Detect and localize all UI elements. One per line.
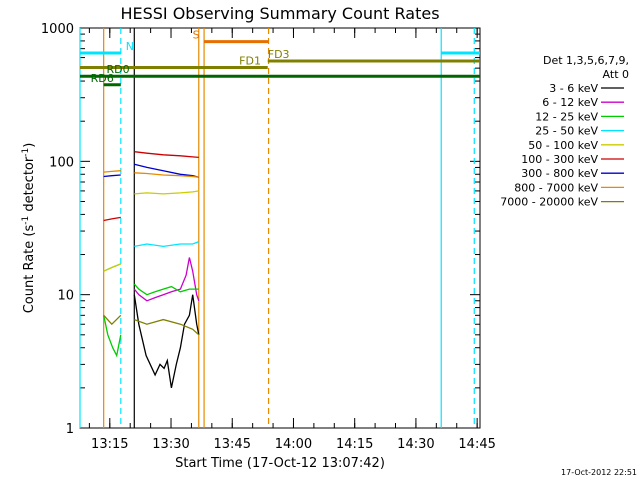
x-tick-label: 14:30	[397, 437, 434, 452]
legend-entry-label: 300 - 800 keV	[521, 167, 598, 180]
y-axis-label-sup2: -1	[21, 148, 31, 157]
series-line	[134, 318, 200, 336]
series-line	[133, 294, 200, 389]
series-line	[134, 240, 200, 248]
flag-bar-label: FD1	[239, 55, 261, 68]
flag-bar-label: RD6	[91, 72, 114, 85]
legend-entry-label: 7000 - 20000 keV	[500, 196, 598, 209]
series-line	[133, 283, 199, 296]
plot-frame	[79, 27, 481, 429]
series-line	[103, 314, 122, 326]
x-tick-label: 14:45	[458, 437, 495, 452]
y-axis-label-sup1: -1	[21, 216, 31, 225]
legend-title-line2: Att 0	[603, 68, 629, 81]
series-line	[134, 163, 199, 178]
legend-entry-label: 3 - 6 keV	[549, 82, 598, 95]
chart-title: HESSI Observing Summary Count Rates	[120, 4, 439, 23]
y-tick-label: 100	[49, 155, 74, 170]
y-tick-label: 1000	[41, 22, 74, 37]
flag-bar-label: RD0	[107, 63, 130, 76]
legend-entry-label: 6 - 12 keV	[542, 96, 598, 109]
timestamp: 17-Oct-2012 22:51	[561, 468, 637, 477]
x-tick-label: 14:00	[275, 437, 312, 452]
legend-entry-label: 12 - 25 keV	[535, 110, 598, 123]
legend-entry-label: 25 - 50 keV	[535, 125, 598, 138]
legend-title-line1: Det 1,3,5,6,7,9,	[543, 54, 629, 67]
x-tick-label: 13:15	[91, 437, 128, 452]
legend-entry-label: 50 - 100 keV	[528, 139, 598, 152]
axis-ticks: 1 10 100 1000 13:15 13:30 13:45 14:00 14:15 14:30…	[41, 22, 496, 452]
series-line	[133, 257, 200, 302]
series-line	[103, 170, 121, 173]
data-series	[103, 151, 200, 389]
y-tick-label: 1	[66, 422, 74, 437]
legend-entry-label: 800 - 7000 keV	[514, 181, 598, 194]
y-tick-label: 10	[57, 289, 74, 304]
series-line	[134, 190, 199, 195]
x-axis-label: Start Time (17-Oct-12 13:07:42)	[175, 456, 385, 471]
series-line	[134, 172, 199, 178]
x-tick-label: 14:15	[336, 437, 373, 452]
x-tick-label: 13:30	[152, 437, 189, 452]
series-line	[103, 263, 122, 272]
series-line	[134, 151, 199, 159]
vertical-markers	[79, 28, 475, 428]
x-tick-label: 13:45	[214, 437, 251, 452]
flag-bar-label: S	[193, 29, 200, 42]
series-line	[103, 216, 121, 222]
y-axis-label: Count Rate (s-1 detector-1)	[21, 143, 37, 314]
legend-entry-label: 100 - 300 keV	[521, 153, 598, 166]
flag-bar-label: FD3	[268, 48, 290, 61]
flag-bar-label: N	[126, 40, 134, 53]
series-line	[103, 315, 122, 358]
series-line	[103, 174, 121, 178]
